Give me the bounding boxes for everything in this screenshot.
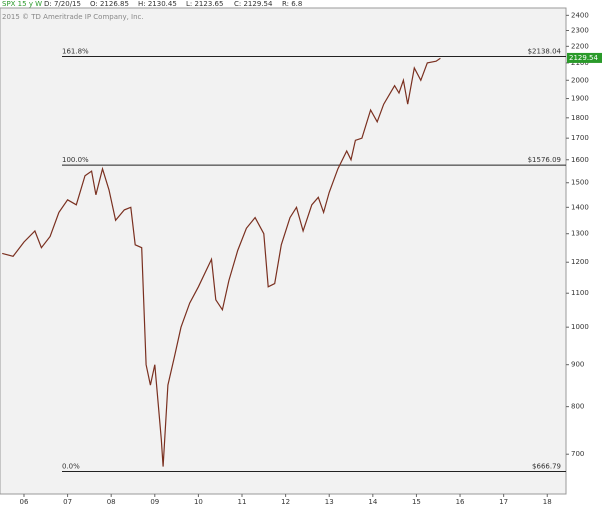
x-tick-label: 18 (543, 498, 552, 506)
x-tick-label: 15 (412, 498, 421, 506)
x-tick-label: 13 (325, 498, 334, 506)
y-tick-label: 1000 (571, 323, 589, 331)
price-line (2, 57, 441, 467)
x-tick-label: 06 (20, 498, 29, 506)
fib-value-label: $2138.04 (528, 48, 562, 56)
fib-label: 0.0% (62, 463, 80, 471)
y-tick-label: 1200 (571, 258, 589, 266)
y-tick-label: 2200 (571, 42, 589, 50)
x-tick-label: 08 (107, 498, 116, 506)
y-tick-label: 1700 (571, 134, 589, 142)
plot-area (0, 7, 567, 495)
y-tick-label: 900 (571, 361, 584, 369)
y-tick-label: 1300 (571, 230, 589, 238)
symbol: SPX 15 y W (2, 0, 42, 8)
y-tick-label: 2400 (571, 11, 589, 19)
fib-value-label: $666.79 (532, 463, 561, 471)
low: L: 2123.65 (186, 0, 223, 8)
fib-label: 161.8% (62, 48, 89, 56)
y-tick-label: 1800 (571, 114, 589, 122)
fib-value-label: $1576.09 (528, 156, 561, 164)
x-tick-label: 12 (281, 498, 290, 506)
x-tick-label: 14 (368, 498, 377, 506)
y-tick-label: 700 (571, 450, 584, 458)
y-tick-label: 1400 (571, 203, 589, 211)
fib-label: 100.0% (62, 156, 89, 164)
y-tick-label: 800 (571, 403, 584, 411)
y-tick-label: 2300 (571, 27, 589, 35)
range: R: 6.8 (282, 0, 302, 8)
x-tick-label: 17 (499, 498, 508, 506)
x-tick-label: 10 (194, 498, 203, 506)
y-tick-label: 1100 (571, 289, 589, 297)
price-tag (567, 52, 602, 63)
price-tag-label: 2129.54 (569, 54, 598, 62)
open: O: 2126.85 (90, 0, 129, 8)
x-tick-label: 07 (63, 498, 72, 506)
copyright: 2015 © TD Ameritrade IP Company, Inc. (2, 13, 144, 21)
date: D: 7/20/15 (44, 0, 81, 8)
y-tick-label: 1600 (571, 156, 589, 164)
x-tick-label: 09 (150, 498, 159, 506)
x-tick-label: 11 (238, 498, 247, 506)
close: C: 2129.54 (234, 0, 273, 8)
y-tick-label: 1500 (571, 179, 589, 187)
y-tick-label: 2000 (571, 76, 589, 84)
high: H: 2130.45 (138, 0, 177, 8)
y-tick-label: 1900 (571, 95, 589, 103)
x-tick-label: 16 (456, 498, 465, 506)
